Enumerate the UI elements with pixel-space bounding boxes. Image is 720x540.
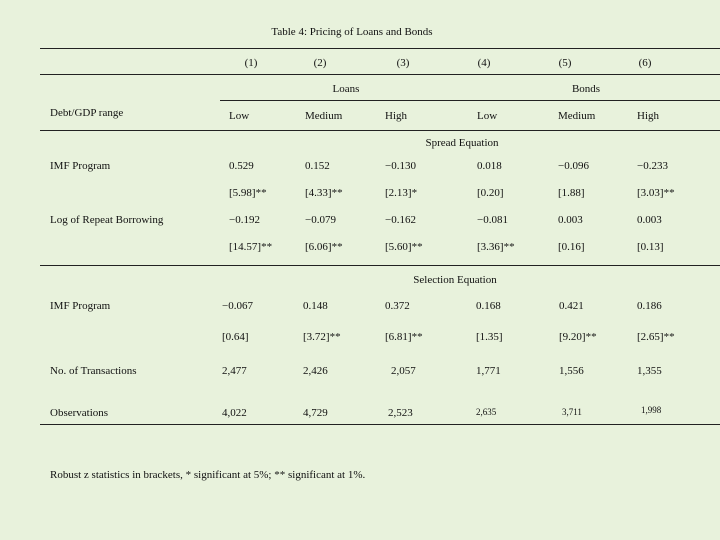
spread-imf-coef-1: 0.529 <box>229 160 254 172</box>
level-5: Medium <box>558 110 596 122</box>
spread-repeat-z-5: [0.16] <box>558 241 585 253</box>
level-1: Low <box>229 110 250 122</box>
spread-repeat-coef-3: −0.162 <box>385 214 416 226</box>
table-title: Table 4: Pricing of Loans and Bonds <box>271 26 433 38</box>
selection-imf-z-6: [2.65]** <box>637 331 675 343</box>
transactions-4: 1,771 <box>476 365 501 377</box>
transactions-label: No. of Transactions <box>50 365 137 377</box>
observations-5: 3,711 <box>562 407 582 417</box>
range-rule <box>40 130 720 131</box>
col-number-6: (6) <box>638 57 652 69</box>
level-6: High <box>637 110 659 122</box>
spread-repeat-coef-6: 0.003 <box>637 214 662 226</box>
spread-imf-z-3: [2.13]* <box>385 187 418 199</box>
observations-label: Observations <box>50 407 109 419</box>
group-rule <box>220 100 720 101</box>
col-number-2: (2) <box>313 57 327 69</box>
footnote: Robust z statistics in brackets, * signi… <box>50 469 366 481</box>
spread-repeat-coef-5: 0.003 <box>558 214 583 226</box>
selection-imf-coef-1: −0.067 <box>222 300 253 312</box>
spread-repeat-z-6: [0.13] <box>637 241 664 253</box>
col-number-5: (5) <box>558 57 572 69</box>
top-rule <box>40 48 720 49</box>
selection-imf-z-1: [0.64] <box>222 331 249 343</box>
observations-2: 4,729 <box>303 407 328 419</box>
transactions-5: 1,556 <box>559 365 584 377</box>
transactions-6: 1,355 <box>637 365 662 377</box>
group-bonds: Bonds <box>571 83 601 95</box>
spread-repeat-label: Log of Repeat Borrowing <box>50 214 164 226</box>
spread-imf-z-4: [0.20] <box>477 187 504 199</box>
selection-imf-coef-5: 0.421 <box>559 300 584 312</box>
selection-imf-label: IMF Program <box>50 300 111 312</box>
spread-rule <box>40 265 720 266</box>
spread-repeat-z-2: [6.06]** <box>305 241 343 253</box>
spread-imf-z-2: [4.33]** <box>305 187 343 199</box>
transactions-1: 2,477 <box>222 365 247 377</box>
spread-imf-coef-6: −0.233 <box>637 160 668 172</box>
selection-imf-z-4: [1.35] <box>476 331 503 343</box>
col-number-4: (4) <box>477 57 491 69</box>
selection-imf-coef-6: 0.186 <box>637 300 662 312</box>
spread-repeat-coef-1: −0.192 <box>229 214 260 226</box>
group-loans: Loans <box>332 83 360 95</box>
header-rule <box>40 74 720 75</box>
selection-imf-z-3: [6.81]** <box>385 331 423 343</box>
range-label: Debt/GDP range <box>50 107 124 119</box>
selection-imf-coef-4: 0.168 <box>476 300 501 312</box>
col-number-1: (1) <box>244 57 258 69</box>
selection-imf-z-2: [3.72]** <box>303 331 341 343</box>
spread-imf-z-6: [3.03]** <box>637 187 675 199</box>
spread-repeat-coef-4: −0.081 <box>477 214 508 226</box>
selection-imf-z-5: [9.20]** <box>559 331 597 343</box>
observations-6: 1,998 <box>641 405 662 415</box>
spread-repeat-z-4: [3.36]** <box>477 241 515 253</box>
observations-3: 2,523 <box>388 407 413 419</box>
spread-imf-coef-5: −0.096 <box>558 160 589 172</box>
selection-imf-coef-3: 0.372 <box>385 300 410 312</box>
spread-imf-label: IMF Program <box>50 160 111 172</box>
spread-repeat-coef-2: −0.079 <box>305 214 336 226</box>
level-4: Low <box>477 110 498 122</box>
selection-equation-title: Selection Equation <box>413 274 497 286</box>
col-number-3: (3) <box>396 57 410 69</box>
spread-imf-z-1: [5.98]** <box>229 187 267 199</box>
spread-imf-coef-4: 0.018 <box>477 160 502 172</box>
observations-1: 4,022 <box>222 407 247 419</box>
selection-imf-coef-2: 0.148 <box>303 300 328 312</box>
transactions-2: 2,426 <box>303 365 328 377</box>
spread-equation-title: Spread Equation <box>425 137 499 149</box>
spread-repeat-z-1: [14.57]** <box>229 241 273 253</box>
spread-repeat-z-3: [5.60]** <box>385 241 423 253</box>
spread-imf-coef-2: 0.152 <box>305 160 330 172</box>
spread-imf-coef-3: −0.130 <box>385 160 416 172</box>
transactions-3: 2,057 <box>391 365 416 377</box>
level-2: Medium <box>305 110 343 122</box>
observations-4: 2,635 <box>476 407 497 417</box>
level-3: High <box>385 110 407 122</box>
bottom-rule <box>40 424 720 425</box>
spread-imf-z-5: [1.88] <box>558 187 585 199</box>
